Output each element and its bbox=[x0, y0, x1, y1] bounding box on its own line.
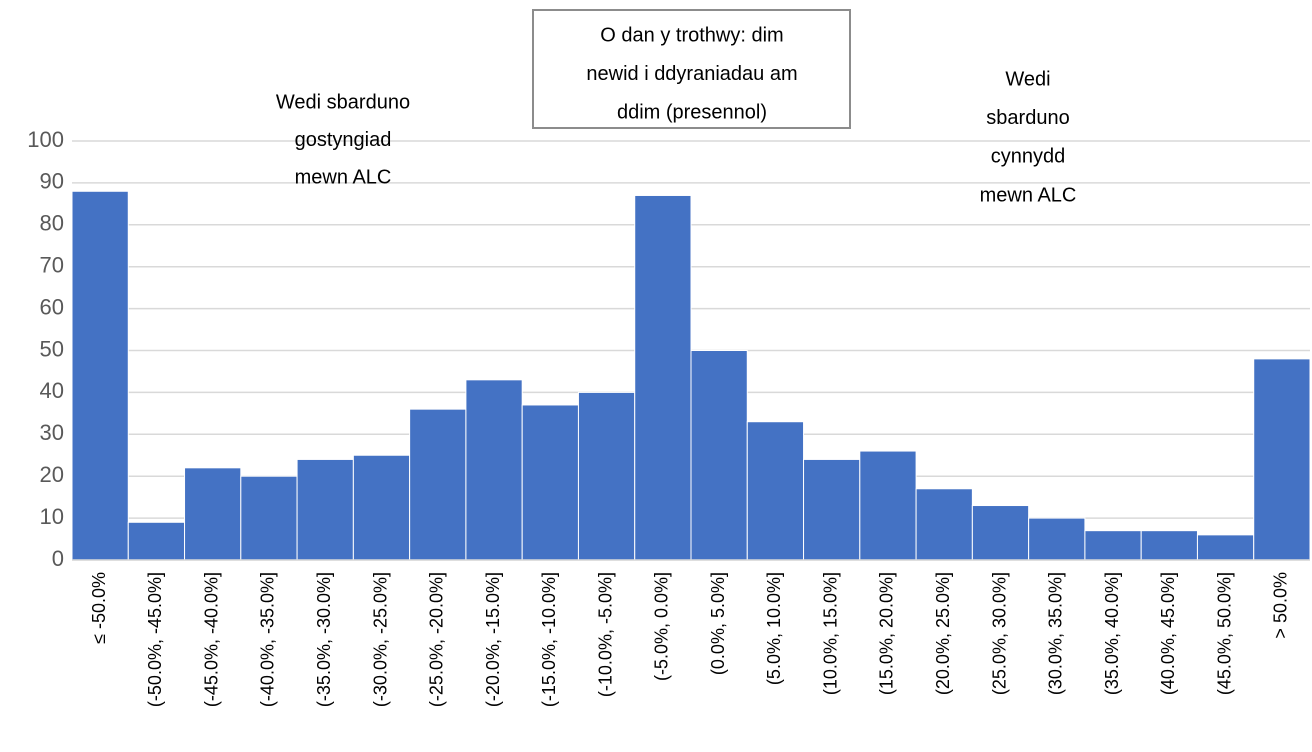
bar bbox=[1140, 530, 1198, 561]
bar bbox=[352, 454, 411, 561]
x-tick-label: (-35.0%, -30.0%] bbox=[314, 572, 334, 707]
x-tick-label: (10.0%, 15.0%] bbox=[820, 572, 840, 695]
y-tick-label: 90 bbox=[40, 169, 64, 194]
x-tick-label: (-20.0%, -15.0%] bbox=[483, 572, 503, 707]
annotation: newid i ddyraniadau am bbox=[586, 63, 797, 85]
x-tick-label: (-25.0%, -20.0%] bbox=[427, 572, 447, 707]
y-tick-label: 20 bbox=[40, 462, 64, 487]
x-tick-label: (25.0%, 30.0%] bbox=[989, 572, 1009, 695]
y-tick-label: 60 bbox=[40, 294, 64, 319]
y-tick-label: 30 bbox=[40, 420, 64, 445]
bar bbox=[465, 379, 523, 561]
bar bbox=[577, 391, 636, 561]
bar bbox=[409, 408, 467, 561]
x-tick-label: > 50.0% bbox=[1271, 572, 1291, 639]
annotation: mewn ALC bbox=[980, 184, 1077, 206]
annotation: cynnydd bbox=[991, 146, 1066, 168]
x-tick-label: (30.0%, 35.0%] bbox=[1046, 572, 1066, 695]
y-tick-label: 0 bbox=[52, 546, 64, 571]
annotation-box bbox=[532, 9, 851, 129]
annotation: Wedi bbox=[1005, 68, 1050, 90]
bar bbox=[1253, 358, 1311, 561]
bar bbox=[1196, 534, 1255, 561]
x-tick-label: (-15.0%, -10.0%] bbox=[539, 572, 559, 707]
y-tick-label: 10 bbox=[40, 504, 64, 529]
x-tick-label: (20.0%, 25.0%] bbox=[933, 572, 953, 695]
bar bbox=[803, 458, 861, 561]
x-tick-label: (5.0%, 10.0%] bbox=[764, 572, 784, 685]
bar bbox=[71, 190, 129, 561]
y-tick-label: 80 bbox=[40, 211, 64, 236]
x-tick-label: (-5.0%, 0.0%] bbox=[652, 572, 672, 681]
bar bbox=[296, 458, 354, 561]
bar bbox=[127, 521, 186, 561]
bar bbox=[746, 421, 805, 561]
bar bbox=[634, 194, 692, 561]
y-tick-label: 100 bbox=[27, 127, 64, 152]
bar bbox=[971, 505, 1030, 561]
y-tick-label: 40 bbox=[40, 378, 64, 403]
bar bbox=[521, 404, 579, 561]
bar bbox=[915, 488, 973, 561]
bar bbox=[859, 450, 917, 561]
y-tick-label: 70 bbox=[40, 253, 64, 278]
y-tick-label: 50 bbox=[40, 336, 64, 361]
bar bbox=[690, 350, 748, 561]
bar bbox=[1028, 517, 1086, 561]
bar bbox=[184, 467, 242, 561]
x-tick-label: (40.0%, 45.0%] bbox=[1158, 572, 1178, 695]
x-tick-label: (-50.0%, -45.0%] bbox=[145, 572, 165, 707]
x-tick-label: (0.0%, 5.0%] bbox=[708, 572, 728, 675]
annotation: gostyngiad bbox=[295, 129, 392, 151]
x-tick-label: (45.0%, 50.0%] bbox=[1214, 572, 1234, 695]
x-tick-label: (-30.0%, -25.0%] bbox=[370, 572, 390, 707]
x-tick-label: (-40.0%, -35.0%] bbox=[258, 572, 278, 707]
x-tick-label: ≤ -50.0% bbox=[89, 572, 109, 644]
annotation: O dan y trothwy: dim bbox=[600, 24, 783, 46]
annotation: sbarduno bbox=[986, 107, 1069, 129]
x-tick-label: (35.0%, 40.0%] bbox=[1102, 572, 1122, 695]
annotation: ddim (presennol) bbox=[617, 101, 767, 123]
x-tick-label: (-45.0%, -40.0%] bbox=[201, 572, 221, 707]
bar bbox=[1084, 530, 1142, 561]
x-tick-label: (-10.0%, -5.0%] bbox=[595, 572, 615, 697]
x-tick-label: (15.0%, 20.0%] bbox=[877, 572, 897, 695]
bar bbox=[240, 475, 298, 561]
annotation: mewn ALC bbox=[295, 166, 392, 188]
annotation: Wedi sbarduno bbox=[276, 91, 410, 113]
